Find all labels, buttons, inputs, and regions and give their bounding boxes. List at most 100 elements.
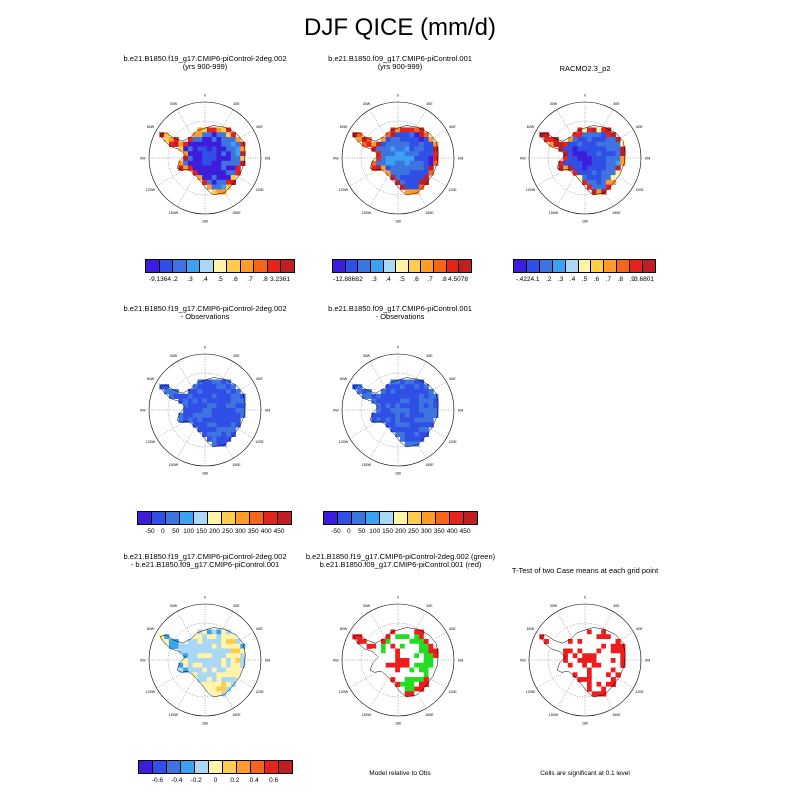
colorbar-swatch bbox=[408, 260, 422, 272]
grid-cell bbox=[235, 662, 241, 668]
grid-cell bbox=[183, 141, 189, 147]
grid-cell bbox=[419, 658, 425, 664]
grid-cell bbox=[419, 379, 425, 385]
grid-cell bbox=[558, 160, 564, 166]
grid-cell bbox=[591, 629, 597, 635]
colorbar-swatch bbox=[459, 260, 472, 272]
grid-cell bbox=[197, 141, 203, 147]
grid-cell bbox=[221, 681, 227, 687]
meridian-line bbox=[369, 659, 399, 709]
grid-cell bbox=[371, 393, 377, 399]
grid-cell bbox=[419, 384, 425, 390]
grid-cell bbox=[202, 639, 208, 645]
longitude-label: 120W bbox=[339, 440, 349, 444]
grid-cell bbox=[202, 403, 208, 409]
grid-cell bbox=[586, 184, 593, 190]
grid-cell bbox=[206, 170, 213, 176]
grid-cell bbox=[591, 156, 597, 162]
grid-cell bbox=[414, 643, 420, 649]
grid-cell bbox=[206, 137, 213, 143]
colorbar-swatch bbox=[358, 260, 371, 272]
grid-cell bbox=[414, 681, 420, 687]
grid-cell bbox=[385, 398, 391, 404]
grid-cell bbox=[221, 408, 227, 414]
grid-cell bbox=[414, 667, 420, 673]
grid-cell bbox=[414, 436, 420, 442]
grid-cell bbox=[586, 170, 593, 176]
grid-cell bbox=[606, 156, 612, 162]
grid-cell bbox=[216, 408, 222, 414]
grid-cell bbox=[202, 629, 208, 635]
grid-cell bbox=[586, 156, 593, 162]
grid-cell bbox=[192, 151, 198, 157]
grid-cell bbox=[197, 677, 203, 683]
grid-cell bbox=[409, 629, 415, 635]
grid-cell bbox=[206, 160, 213, 166]
grid-cell bbox=[423, 389, 429, 395]
colorbar-tick-label: .3 bbox=[187, 276, 193, 283]
grid-cell bbox=[591, 634, 597, 640]
grid-cell bbox=[544, 137, 550, 143]
grid-cell bbox=[216, 653, 222, 659]
grid-cell bbox=[586, 658, 593, 664]
grid-cell bbox=[419, 667, 425, 673]
grid-cell bbox=[567, 165, 574, 171]
grid-cell bbox=[187, 156, 194, 162]
grid-cell bbox=[390, 648, 396, 654]
grid-cell bbox=[183, 653, 189, 659]
grid-cell bbox=[395, 403, 401, 409]
grid-cell bbox=[183, 398, 189, 404]
grid-cell bbox=[221, 431, 227, 437]
grid-cell bbox=[390, 389, 396, 395]
grid-cell bbox=[428, 141, 434, 147]
longitude-label: 150W bbox=[362, 713, 372, 717]
grid-cell bbox=[216, 422, 222, 428]
meridian-line bbox=[156, 659, 206, 689]
grid-cell bbox=[211, 653, 217, 659]
grid-cell bbox=[615, 658, 621, 664]
grid-cell bbox=[206, 677, 213, 683]
grid-cell bbox=[572, 137, 578, 143]
longitude-label: 30W bbox=[550, 102, 558, 106]
grid-cell bbox=[226, 141, 232, 147]
meridian-line bbox=[349, 659, 399, 689]
grid-cell bbox=[211, 672, 217, 678]
longitude-label: 30W bbox=[170, 604, 178, 608]
colorbar-swatch bbox=[422, 512, 436, 524]
grid-cell bbox=[563, 653, 569, 659]
grid-cell bbox=[419, 634, 425, 640]
grid-cell bbox=[419, 662, 425, 668]
grid-cell bbox=[197, 170, 203, 176]
grid-cell bbox=[606, 184, 612, 190]
grid-cell bbox=[376, 412, 382, 418]
grid-cell bbox=[235, 639, 241, 645]
grid-cell bbox=[197, 417, 203, 423]
grid-cell bbox=[582, 643, 588, 649]
grid-cell bbox=[404, 156, 410, 162]
grid-cell bbox=[610, 165, 616, 171]
panel-7-map: 0 30E 60E 90E 120E 150E 180 150W 120W 90W 60W 30W bbox=[333, 596, 463, 726]
grid-cell bbox=[371, 667, 377, 673]
grid-cell bbox=[352, 132, 358, 138]
grid-cell bbox=[596, 132, 602, 138]
meridian-line bbox=[556, 157, 586, 207]
panel-4-title-line1: b.e21.B1850.f19_g17.CMIP6-piControl-2deg… bbox=[123, 304, 287, 313]
grid-cell bbox=[202, 170, 208, 176]
grid-cell bbox=[192, 132, 198, 138]
grid-cell bbox=[563, 662, 569, 668]
grid-cell bbox=[197, 662, 203, 668]
grid-cell bbox=[428, 398, 434, 404]
grid-cell bbox=[404, 436, 410, 442]
grid-cell bbox=[178, 667, 184, 673]
grid-cell bbox=[159, 384, 165, 390]
grid-cell bbox=[409, 132, 415, 138]
grid-cell bbox=[211, 648, 217, 654]
grid-cell bbox=[577, 643, 583, 649]
grid-cell bbox=[404, 379, 410, 385]
grid-cell bbox=[404, 184, 410, 190]
grid-cell bbox=[591, 146, 597, 152]
grid-cell bbox=[414, 672, 420, 678]
grid-cell bbox=[361, 137, 368, 143]
grid-cell bbox=[582, 151, 588, 157]
grid-cell bbox=[572, 648, 578, 654]
